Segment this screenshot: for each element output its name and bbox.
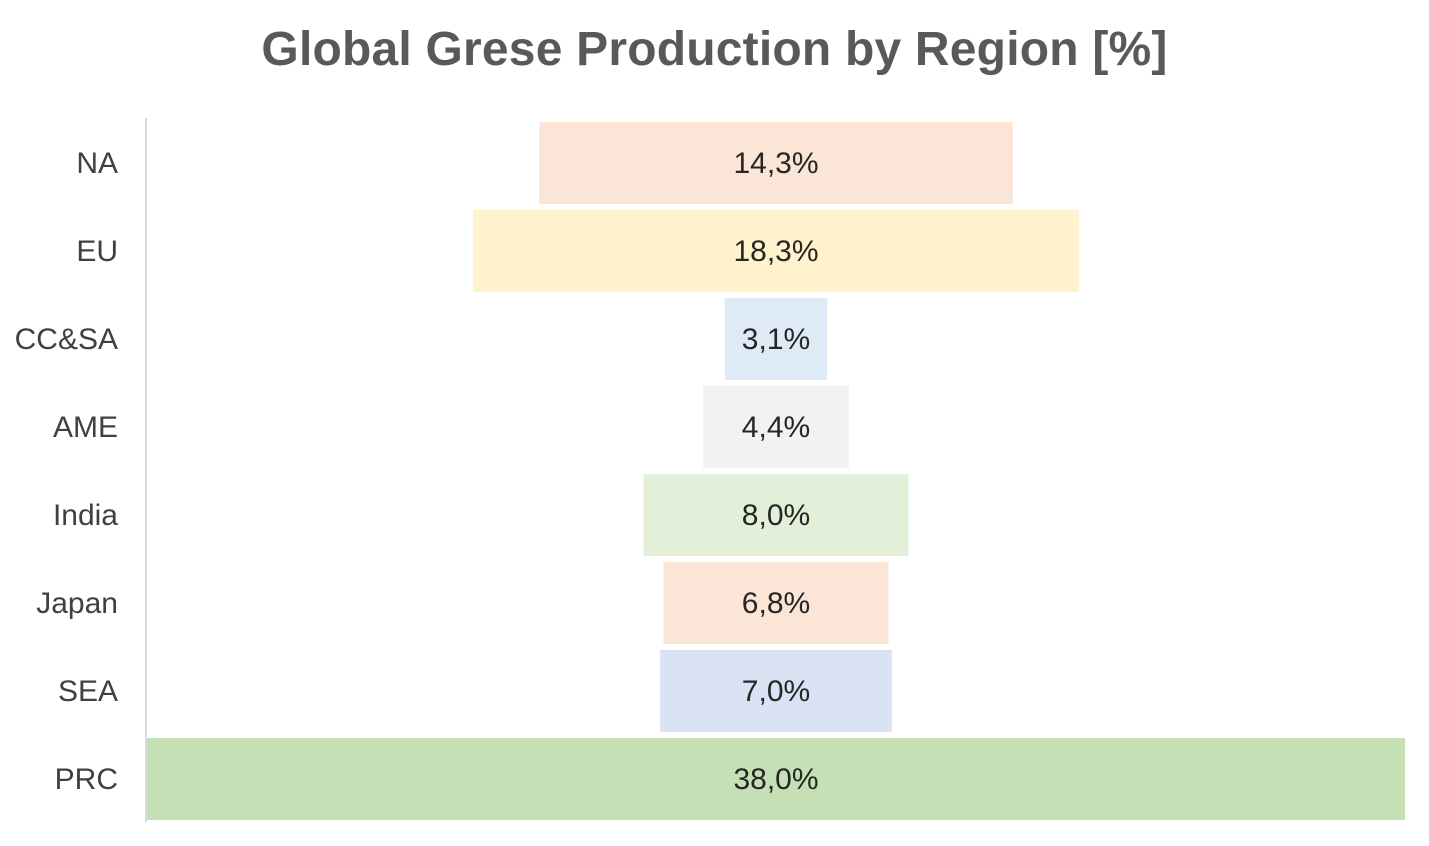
- value-labels-group: 14,3% 18,3% 3,1% 4,4% 8,0% 6,8% 7,0% 38,0%: [733, 147, 818, 796]
- bar-eu: [473, 210, 1079, 292]
- category-label: NA: [76, 147, 118, 180]
- category-label: CC&SA: [15, 323, 118, 356]
- bar-na: [539, 122, 1013, 204]
- category-label: EU: [76, 235, 118, 268]
- bars-group: [147, 122, 1405, 820]
- data-label: 7,0%: [742, 675, 810, 708]
- bar-india: [643, 474, 909, 556]
- data-label: 38,0%: [733, 763, 818, 796]
- bar-ame: [703, 386, 849, 468]
- bar-cc-sa: [724, 298, 828, 380]
- bar-sea: [660, 650, 892, 732]
- data-label: 8,0%: [742, 499, 810, 532]
- category-label: SEA: [58, 675, 118, 708]
- chart-title: Global Grese Production by Region [%]: [261, 23, 1168, 76]
- bar-prc: [147, 738, 1405, 820]
- category-label: PRC: [55, 763, 118, 796]
- data-label: 18,3%: [733, 235, 818, 268]
- category-label: Japan: [36, 587, 118, 620]
- category-labels-group: NA EU CC&SA AME India Japan SEA PRC: [15, 147, 119, 796]
- bar-japan: [663, 562, 889, 644]
- data-label: 4,4%: [742, 411, 810, 444]
- data-label: 6,8%: [742, 587, 810, 620]
- data-label: 3,1%: [742, 323, 810, 356]
- category-label: AME: [53, 411, 118, 444]
- data-label: 14,3%: [733, 147, 818, 180]
- category-label: India: [53, 499, 118, 532]
